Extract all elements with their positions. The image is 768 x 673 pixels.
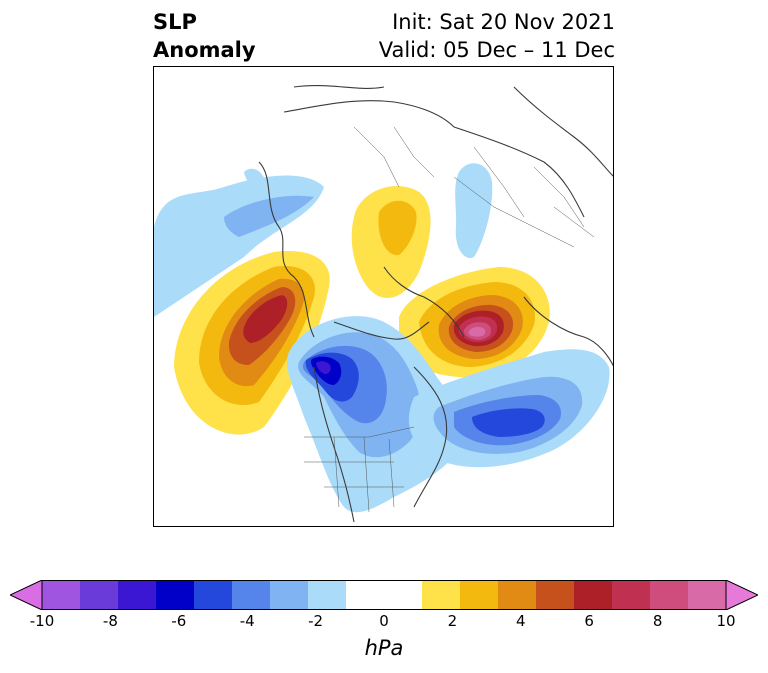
colorbar-tick-label: 10	[716, 612, 736, 630]
negative-anomaly-north-atlantic	[408, 349, 610, 468]
colorbar-segment	[574, 580, 613, 610]
negative-anomaly-north-pacific-west	[154, 168, 324, 317]
colorbar-extend-low	[10, 580, 43, 610]
title-line-2: Anomaly	[153, 38, 256, 62]
colorbar-tick-label: -10	[29, 612, 55, 630]
colorbar-segment	[384, 580, 423, 610]
colorbar-segment	[650, 580, 689, 610]
country-borders	[304, 126, 595, 513]
colorbar-unit-label: hPa	[364, 636, 404, 660]
colorbar-outline	[41, 580, 727, 610]
colorbar-tick-label: 4	[516, 612, 526, 630]
colorbar-segment	[80, 580, 119, 610]
colorbar-segment	[688, 580, 727, 610]
valid-date-label: Valid: 05 Dec – 11 Dec	[378, 38, 615, 62]
colorbar-segment	[270, 580, 309, 610]
colorbar-segment	[232, 580, 271, 610]
colorbar-segment	[156, 580, 195, 610]
title-line-1: SLP	[153, 10, 197, 34]
anomaly-map	[154, 85, 613, 523]
colorbar-tick-label: 8	[652, 612, 663, 630]
colorbar-tick-label: -2	[308, 612, 324, 630]
colorbar-segment	[118, 580, 157, 610]
colorbar-segment	[346, 580, 385, 610]
colorbar-tick-label: -8	[102, 612, 118, 630]
colorbar-extend-high	[725, 580, 758, 610]
colorbar-tick-label: 6	[584, 612, 594, 630]
negative-anomaly-central-siberia	[455, 163, 493, 258]
colorbar-segment	[536, 580, 575, 610]
colorbar-tick-label: -4	[239, 612, 255, 630]
positive-anomaly-gulf-of-alaska	[174, 251, 330, 435]
colorbar-segment	[498, 580, 537, 610]
colorbar-segment	[42, 580, 81, 610]
colorbar-tick-label: 0	[379, 612, 389, 630]
colorbar-ticks: -10 -8 -6 -4 -2 0 2 4 6 8 10	[0, 612, 768, 636]
colorbar	[10, 580, 758, 610]
map-title: SLP Anomaly	[153, 8, 256, 64]
colorbar-segment	[460, 580, 499, 610]
colorbar-tick-label: 2	[447, 612, 458, 630]
coastlines	[258, 85, 613, 523]
colorbar-segment	[612, 580, 651, 610]
negative-anomaly-western-canada	[286, 316, 465, 513]
colorbar-segment	[194, 580, 233, 610]
colorbar-tick-label: -6	[171, 612, 187, 630]
map-panel	[153, 66, 614, 527]
positive-anomaly-greenland-iceland	[399, 267, 550, 378]
init-date-label: Init: Sat 20 Nov 2021	[392, 10, 615, 34]
colorbar-segment	[422, 580, 461, 610]
colorbar-segment	[308, 580, 347, 610]
forecast-dates: Init: Sat 20 Nov 2021 Valid: 05 Dec – 11…	[379, 8, 615, 64]
positive-anomaly-eastern-siberia	[351, 186, 431, 299]
